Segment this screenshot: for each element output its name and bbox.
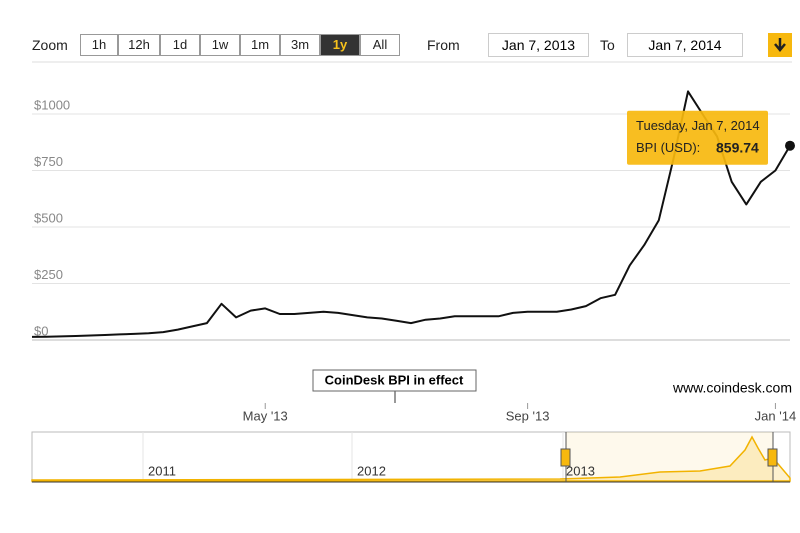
download-icon [774,38,786,52]
y-tick-label: $0 [34,323,48,338]
y-tick-label: $1000 [34,97,70,112]
zoom-button[interactable]: 1w [200,34,240,56]
x-tick-label: Jan '14 [755,408,797,423]
zoom-button[interactable]: 3m [280,34,320,56]
x-tick-label: May '13 [243,408,288,423]
from-input[interactable]: Jan 7, 2013 [488,33,589,57]
tooltip [627,110,768,165]
tooltip-label: BPI (USD): [636,140,700,155]
price-line [31,90,791,338]
zoom-button[interactable]: All [360,34,400,56]
from-label: From [427,37,460,53]
zoom-button[interactable]: 12h [118,34,160,56]
tooltip-value: 859.74 [716,139,759,155]
flag-box [312,369,477,392]
navigator-label: 2013 [566,463,595,478]
credit: www.coindesk.com [672,380,792,396]
flag-text: CoinDesk BPI in effect [325,372,464,387]
navigator-label: 2011 [148,463,176,478]
zoom-button[interactable]: 1d [160,34,200,56]
to-input[interactable]: Jan 7, 2014 [627,33,743,57]
y-tick-label: $750 [34,154,63,169]
navigator-handle[interactable] [560,448,571,467]
tooltip-date: Tuesday, Jan 7, 2014 [636,118,760,133]
y-tick-label: $250 [34,267,63,282]
hover-point [785,140,795,151]
navigator-series [31,435,791,482]
zoom-button[interactable]: 1m [240,34,280,56]
navigator-label: 2012 [357,463,386,478]
zoom-button[interactable]: 1y [320,34,360,56]
zoom-button[interactable]: 1h [80,34,118,56]
navigator-handle[interactable] [767,448,778,467]
zoom-label: Zoom [32,37,68,53]
to-label: To [600,37,615,53]
y-tick-label: $500 [34,210,63,225]
x-tick-label: Sep '13 [506,408,550,423]
